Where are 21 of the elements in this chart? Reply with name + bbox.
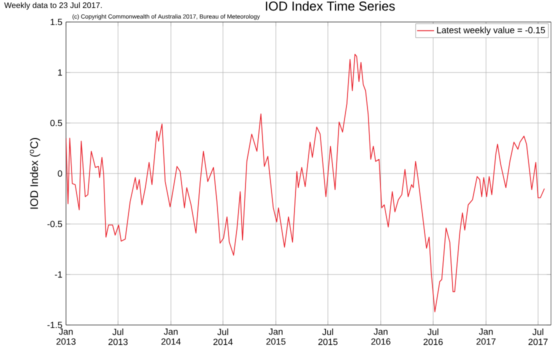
legend-label: Latest weekly value = -0.15 bbox=[437, 26, 545, 36]
y-tick-label: 1.5 bbox=[50, 18, 62, 26]
x-tick-label: Jan 2013 bbox=[56, 328, 76, 345]
x-tick-label: Jul 2016 bbox=[424, 328, 443, 346]
y-axis-title: IOD Index ($^{o}$C) bbox=[30, 138, 40, 209]
y-tick-label: 0 bbox=[58, 170, 62, 177]
x-tick-label: Jul 2014 bbox=[213, 328, 233, 346]
x-tick-label: Jul 2015 bbox=[318, 328, 338, 346]
chart-title: IOD Index Time Series bbox=[266, 1, 395, 11]
y-tick-label: -1.5 bbox=[47, 322, 62, 328]
y-tick-label: 0.5 bbox=[50, 120, 62, 126]
y-tick-label: 1 bbox=[58, 69, 62, 76]
x-tick-label: Jan 2015 bbox=[266, 328, 286, 345]
x-tick-label: Jul 2013 bbox=[108, 328, 128, 346]
line-series bbox=[66, 54, 545, 312]
x-tick-label: Jul 2017 bbox=[528, 328, 548, 346]
x-tick-label: Jan 2017 bbox=[476, 328, 496, 345]
y-tick-label: -1 bbox=[54, 271, 62, 278]
x-tick-label: Jan 2014 bbox=[161, 328, 181, 345]
y-tick-label: -0.5 bbox=[47, 220, 62, 228]
x-tick-label: Jan 2016 bbox=[371, 328, 390, 345]
